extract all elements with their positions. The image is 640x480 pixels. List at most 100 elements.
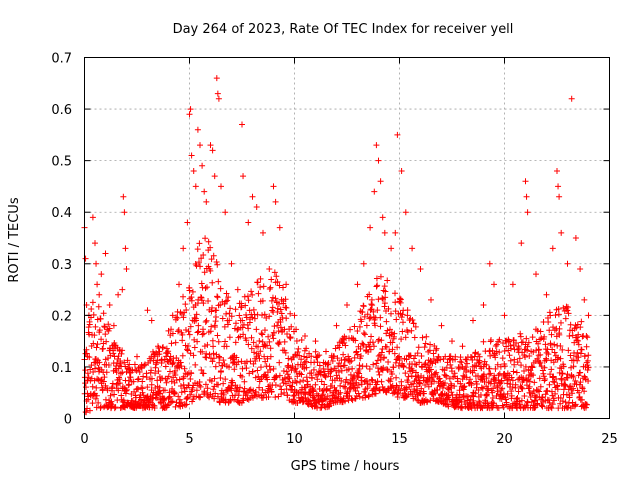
data-point: [207, 267, 214, 274]
data-point: [554, 386, 561, 393]
data-point: [572, 377, 579, 384]
y-axis-label: ROTI / TECUs: [7, 197, 22, 282]
data-point: [529, 334, 536, 341]
data-point: [110, 350, 117, 357]
y-tick-label: 0.6: [51, 103, 72, 118]
data-point: [572, 401, 579, 408]
data-point: [96, 359, 103, 366]
data-point: [379, 295, 386, 302]
data-point: [416, 359, 423, 366]
data-point: [581, 373, 588, 380]
data-point: [117, 360, 124, 367]
data-point: [123, 387, 130, 394]
data-point: [536, 336, 543, 343]
data-point: [319, 387, 326, 394]
data-point: [332, 367, 339, 374]
data-point: [471, 367, 478, 374]
data-point: [446, 375, 453, 382]
data-point: [153, 395, 160, 402]
data-point: [322, 372, 329, 379]
data-point: [281, 347, 288, 354]
data-point: [239, 317, 246, 324]
data-point: [256, 384, 263, 391]
data-point: [494, 388, 501, 395]
data-point: [143, 403, 150, 410]
data-point: [549, 346, 556, 353]
data-point: [272, 381, 279, 388]
data-point: [169, 398, 176, 405]
data-point: [368, 296, 375, 303]
data-point: [198, 280, 205, 287]
data-point: [105, 361, 112, 368]
data-point-peak: [94, 281, 101, 288]
data-point: [381, 300, 388, 307]
data-point: [446, 396, 453, 403]
data-point: [506, 338, 513, 345]
data-point: [169, 360, 176, 367]
x-tick-label: 0: [80, 432, 88, 447]
data-point: [293, 326, 300, 333]
data-point: [248, 334, 255, 341]
data-point: [200, 370, 207, 377]
data-point: [384, 277, 391, 284]
data-point-peak: [82, 255, 89, 262]
data-point: [126, 361, 133, 368]
data-point: [406, 364, 413, 371]
data-point-peak: [459, 343, 466, 350]
data-point: [334, 355, 341, 362]
data-point: [538, 335, 545, 342]
data-point: [320, 391, 327, 398]
data-point: [483, 361, 490, 368]
data-point: [567, 352, 574, 359]
y-tick-label: 0.2: [51, 309, 72, 324]
data-point-peak: [291, 312, 298, 319]
data-point: [273, 374, 280, 381]
data-point-peak: [398, 167, 405, 174]
data-point: [557, 394, 564, 401]
data-point: [349, 397, 356, 404]
data-point: [172, 339, 179, 346]
data-point: [526, 378, 533, 385]
data-point: [483, 375, 490, 382]
data-point: [415, 344, 422, 351]
data-point: [514, 359, 521, 366]
data-point-peak: [554, 167, 560, 174]
data-point: [180, 373, 187, 380]
data-point: [177, 359, 184, 366]
data-point: [383, 318, 390, 325]
data-point: [197, 383, 204, 390]
data-point: [546, 381, 553, 388]
data-point: [214, 294, 221, 301]
data-point: [570, 357, 577, 364]
data-point-peak: [260, 229, 266, 236]
data-point: [377, 323, 384, 330]
data-point: [382, 294, 389, 301]
data-point: [583, 343, 590, 350]
data-point-peak: [523, 193, 530, 200]
data-point: [95, 303, 102, 310]
data-point: [510, 368, 517, 375]
data-point: [166, 393, 173, 400]
data-point: [474, 372, 481, 379]
data-point: [518, 397, 525, 404]
data-point: [236, 312, 243, 319]
data-point: [424, 398, 431, 405]
data-point: [361, 313, 368, 320]
data-point: [536, 375, 543, 382]
data-point: [318, 378, 325, 385]
data-point-peak: [211, 173, 218, 180]
data-point: [281, 338, 288, 345]
data-point: [208, 308, 215, 315]
data-point: [188, 370, 195, 377]
data-point: [495, 372, 502, 379]
data-point: [267, 367, 274, 374]
data-point: [361, 378, 368, 385]
data-point-peak: [115, 291, 122, 298]
data-point: [200, 330, 207, 337]
data-point: [193, 262, 200, 269]
data-point: [396, 356, 403, 363]
data-point: [372, 322, 379, 329]
data-point: [302, 384, 309, 391]
data-point: [86, 321, 93, 328]
data-point: [460, 384, 467, 391]
